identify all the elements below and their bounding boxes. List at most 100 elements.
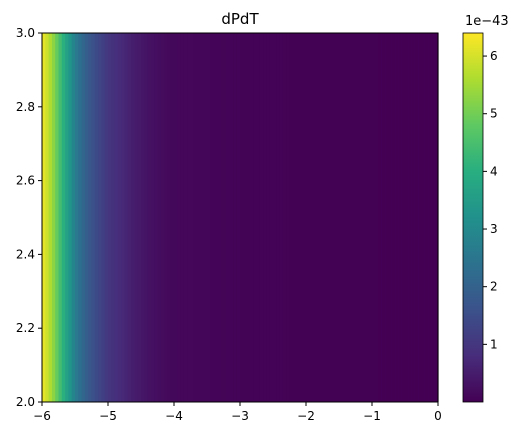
- heatmap-cell: [378, 33, 383, 402]
- heatmap-cell: [332, 33, 337, 402]
- heatmap-cell: [322, 33, 327, 402]
- heatmap-cell: [134, 33, 139, 402]
- heatmap-cell: [385, 33, 390, 402]
- heatmap-cell: [309, 33, 314, 402]
- heatmap-cell: [362, 33, 366, 402]
- heatmap-cell: [220, 33, 225, 402]
- heatmap-cell: [428, 33, 432, 402]
- heatmap-cells: [42, 33, 439, 402]
- heatmap-cell: [424, 33, 429, 402]
- x-tick-label: −1: [363, 409, 381, 423]
- heatmap-cell: [203, 33, 208, 402]
- heatmap-cell: [91, 33, 96, 402]
- heatmap-cell: [289, 33, 294, 402]
- heatmap-cell: [51, 33, 56, 402]
- heatmap-cell: [114, 33, 119, 402]
- heatmap-cell: [368, 33, 373, 402]
- heatmap-cell: [187, 33, 192, 402]
- heatmap-cell: [391, 33, 396, 402]
- colorbar-tick-label: 4: [490, 164, 498, 178]
- heatmap-cell: [312, 33, 317, 402]
- heatmap-cell: [240, 33, 244, 402]
- heatmap-cell: [58, 33, 63, 402]
- heatmap-cell: [160, 33, 165, 402]
- heatmap-cell: [157, 33, 162, 402]
- heatmap-cell: [131, 33, 135, 402]
- heatmap-cell: [180, 33, 185, 402]
- heatmap-cell: [210, 33, 215, 402]
- heatmap-cell: [183, 33, 188, 402]
- heatmap-cell: [207, 33, 211, 402]
- heatmap-cell: [101, 33, 106, 402]
- heatmap-cell: [121, 33, 126, 402]
- heatmap-cell: [223, 33, 228, 402]
- heatmap-cell: [216, 33, 221, 402]
- heatmap-cell: [42, 33, 46, 402]
- heatmap-cell: [230, 33, 234, 402]
- heatmap-cell: [233, 33, 238, 402]
- heatmap-cell: [381, 33, 386, 402]
- heatmap-cell: [286, 33, 291, 402]
- y-tick-label: 2.6: [16, 174, 35, 188]
- heatmap-cell: [282, 33, 287, 402]
- heatmap-cell: [306, 33, 310, 402]
- x-tick-label: 0: [434, 409, 442, 423]
- heatmap-cell: [150, 33, 155, 402]
- heatmap-cell: [45, 33, 50, 402]
- heatmap-cell: [154, 33, 159, 402]
- y-tick-label: 3.0: [16, 26, 35, 40]
- heatmap-cell: [388, 33, 393, 402]
- heatmap-cell: [253, 33, 258, 402]
- heatmap-cell: [104, 33, 109, 402]
- x-tick-label: −4: [165, 409, 183, 423]
- heatmap-cell: [405, 33, 409, 402]
- x-axis: −6 −5 −4 −3 −2 −1 0: [33, 402, 442, 423]
- heatmap-cell: [411, 33, 416, 402]
- heatmap-cell: [117, 33, 122, 402]
- heatmap-cell: [299, 33, 304, 402]
- heatmap-cell: [302, 33, 307, 402]
- heatmap-cell: [342, 33, 347, 402]
- heatmap-cell: [137, 33, 142, 402]
- heatmap-cell: [276, 33, 281, 402]
- y-tick-label: 2.2: [16, 321, 35, 335]
- heatmap-cell: [61, 33, 66, 402]
- heatmap-cell: [292, 33, 297, 402]
- heatmap-cell: [94, 33, 99, 402]
- colorbar-tick-label: 6: [490, 49, 498, 63]
- heatmap-cell: [348, 33, 353, 402]
- heatmap-cell: [236, 33, 241, 402]
- heatmap-cell: [98, 33, 102, 402]
- x-tick-label: −6: [33, 409, 51, 423]
- heatmap-cell: [226, 33, 231, 402]
- heatmap-cell: [88, 33, 93, 402]
- heatmap-cell: [296, 33, 300, 402]
- heatmap-cell: [414, 33, 419, 402]
- heatmap-cell: [108, 33, 112, 402]
- x-tick-label: −5: [99, 409, 117, 423]
- heatmap-cell: [75, 33, 79, 402]
- heatmap-cell: [263, 33, 267, 402]
- heatmap-cell: [375, 33, 380, 402]
- colorbar-tick-label: 3: [490, 222, 498, 236]
- colorbar: [462, 32, 484, 403]
- x-tick-label: −2: [297, 409, 315, 423]
- chart-title: dPdT: [221, 10, 259, 28]
- colorbar-multiplier: 1e−43: [465, 14, 509, 29]
- heatmap-cell: [55, 33, 60, 402]
- heatmap-cell: [358, 33, 363, 402]
- heatmap-cell: [249, 33, 254, 402]
- heatmap-cell: [200, 33, 205, 402]
- heatmap-cell: [246, 33, 251, 402]
- heatmap-cell: [78, 33, 83, 402]
- heatmap-cell: [84, 33, 89, 402]
- heatmap-cell: [418, 33, 423, 402]
- heatmap-cell: [395, 33, 399, 402]
- heatmap-cell: [68, 33, 73, 402]
- heatmap-cell: [174, 33, 178, 402]
- heatmap-cell: [170, 33, 175, 402]
- heatmap-cell: [269, 33, 274, 402]
- heatmap-cell: [124, 33, 129, 402]
- heatmap-cell: [48, 33, 53, 402]
